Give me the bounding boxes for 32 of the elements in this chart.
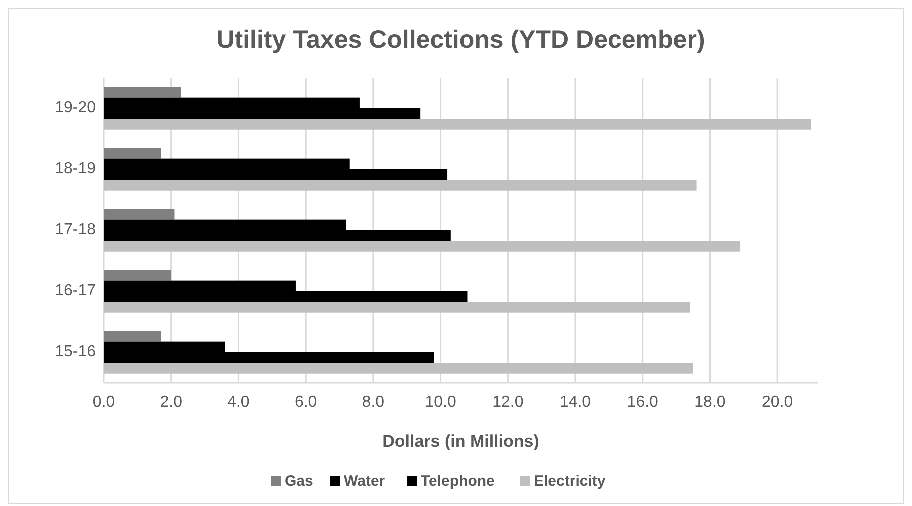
x-tick-label: 10.0 bbox=[425, 394, 456, 411]
bar bbox=[104, 363, 694, 374]
x-axis-title: Dollars (in Millions) bbox=[382, 432, 540, 451]
legend-label: Gas bbox=[285, 473, 314, 490]
bar bbox=[104, 331, 162, 342]
legend-label: Water bbox=[344, 473, 386, 490]
x-tick-label: 12.0 bbox=[492, 394, 524, 411]
bar bbox=[104, 241, 741, 252]
x-tick-label: 2.0 bbox=[160, 394, 183, 411]
chart-title: Utility Taxes Collections (YTD December) bbox=[216, 26, 706, 54]
bar bbox=[104, 148, 162, 159]
x-tick-label: 14.0 bbox=[560, 394, 592, 411]
bar bbox=[104, 119, 812, 130]
y-tick-label: 19-20 bbox=[55, 100, 96, 117]
bar bbox=[104, 180, 697, 191]
x-tick-label: 16.0 bbox=[627, 394, 659, 411]
x-tick-label: 20.0 bbox=[762, 394, 794, 411]
bar bbox=[104, 209, 175, 220]
bar bbox=[104, 270, 172, 281]
x-tick-label: 4.0 bbox=[228, 394, 250, 411]
x-tick-label: 8.0 bbox=[362, 394, 385, 411]
bar bbox=[104, 302, 690, 313]
legend-label: Telephone bbox=[421, 473, 495, 490]
y-tick-label: 17-18 bbox=[55, 222, 96, 239]
bar bbox=[104, 87, 182, 98]
y-tick-label: 16-17 bbox=[55, 282, 96, 300]
x-tick-label: 18.0 bbox=[694, 394, 726, 411]
y-tick-label: 18-19 bbox=[55, 160, 96, 178]
y-tick-label: 15-16 bbox=[55, 344, 96, 361]
x-tick-label: 0.0 bbox=[92, 394, 116, 411]
legend-label: Electricity bbox=[534, 473, 606, 490]
x-tick-label: 6.0 bbox=[294, 394, 318, 411]
